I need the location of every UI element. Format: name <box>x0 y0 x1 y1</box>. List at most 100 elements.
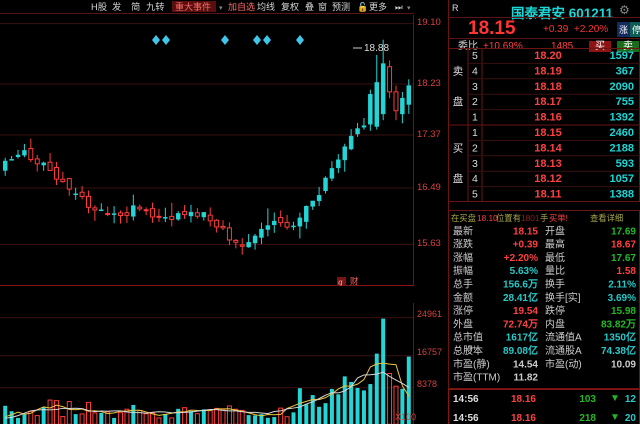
svg-text:流通股A: 流通股A <box>545 344 582 357</box>
svg-text:2: 2 <box>472 142 478 154</box>
svg-text:18.19: 18.19 <box>534 65 562 77</box>
svg-text:重大事件: 重大事件 <box>175 1 211 12</box>
svg-text:367: 367 <box>616 65 634 77</box>
svg-text:18.15: 18.15 <box>534 127 562 139</box>
svg-text:1388: 1388 <box>610 189 634 201</box>
svg-text:18.12: 18.12 <box>534 173 562 185</box>
svg-text:83.82万: 83.82万 <box>601 318 636 330</box>
svg-text:1350亿: 1350亿 <box>604 331 636 344</box>
svg-text:1: 1 <box>472 112 478 124</box>
svg-text:内盘: 内盘 <box>545 317 565 330</box>
svg-text:1597: 1597 <box>610 50 634 62</box>
svg-text:更多: 更多 <box>369 1 387 12</box>
svg-text:量比: 量比 <box>545 265 565 277</box>
svg-text:11.82: 11.82 <box>514 373 539 384</box>
svg-text:1617亿: 1617亿 <box>506 331 538 344</box>
svg-text:12: 12 <box>625 394 637 405</box>
svg-text:5.63%: 5.63% <box>510 266 538 277</box>
svg-text:1801: 1801 <box>521 213 540 223</box>
svg-text:市盈(静): 市盈(静) <box>453 357 490 370</box>
svg-text:市盈(TTM): 市盈(TTM) <box>453 371 500 384</box>
svg-text:均线: 均线 <box>257 1 275 12</box>
svg-text:▼: ▼ <box>610 393 620 404</box>
svg-text:18.20: 18.20 <box>534 50 562 62</box>
svg-text:1057: 1057 <box>610 173 634 185</box>
svg-text:+2.20%: +2.20% <box>504 253 538 264</box>
svg-text:涨停: 涨停 <box>453 304 473 317</box>
svg-text:89.08亿: 89.08亿 <box>503 344 538 357</box>
svg-text:位置有: 位置有 <box>496 213 521 223</box>
svg-text:2: 2 <box>472 96 478 108</box>
svg-text:手: 手 <box>540 213 548 223</box>
svg-text:17.69: 17.69 <box>611 226 636 237</box>
svg-text:查看详细: 查看详细 <box>590 213 623 223</box>
svg-text:H股: H股 <box>91 2 107 12</box>
svg-text:最新: 最新 <box>453 224 473 237</box>
svg-text:19.54: 19.54 <box>513 306 538 317</box>
svg-text:财: 财 <box>350 276 359 286</box>
svg-text:18.18: 18.18 <box>534 81 562 93</box>
svg-text:74.38亿: 74.38亿 <box>601 344 636 357</box>
svg-text:20: 20 <box>625 413 637 424</box>
svg-text:复权: 复权 <box>281 1 299 12</box>
svg-text:外盘: 外盘 <box>453 317 473 330</box>
svg-text:1.58: 1.58 <box>617 266 637 277</box>
svg-text:开盘: 开盘 <box>545 224 565 237</box>
svg-text:最高: 最高 <box>545 238 565 251</box>
svg-text:18.11: 18.11 <box>535 189 562 201</box>
svg-text:156.6万: 156.6万 <box>503 279 538 291</box>
svg-text:14:56: 14:56 <box>453 413 479 424</box>
svg-text:18.13: 18.13 <box>534 158 562 170</box>
svg-text:盘: 盘 <box>453 172 464 185</box>
svg-text:金额: 金额 <box>453 291 473 304</box>
svg-text:流通值A: 流通值A <box>545 331 582 344</box>
svg-text:⏭: ⏭ <box>395 2 403 12</box>
svg-text:换手[实]: 换手[实] <box>545 291 581 304</box>
svg-text:1392: 1392 <box>610 112 634 124</box>
svg-text:▾: ▾ <box>407 5 411 12</box>
svg-text:3: 3 <box>472 81 478 93</box>
svg-text:14.54: 14.54 <box>513 359 538 370</box>
svg-text:加自选: 加自选 <box>228 1 255 12</box>
svg-text:72.74万: 72.74万 <box>503 318 538 330</box>
svg-text:发: 发 <box>112 1 121 12</box>
svg-text:18.88: 18.88 <box>364 43 389 54</box>
svg-text:+0.39: +0.39 <box>513 240 539 251</box>
svg-text:2188: 2188 <box>610 142 634 154</box>
svg-text:18.14: 18.14 <box>534 142 562 154</box>
svg-text:18.16: 18.16 <box>534 112 562 124</box>
svg-text:3: 3 <box>472 158 478 170</box>
svg-text:5: 5 <box>472 189 478 201</box>
svg-text:28.41亿: 28.41亿 <box>503 291 538 304</box>
svg-text:简: 简 <box>131 1 140 12</box>
svg-text:🔓: 🔓 <box>357 1 368 12</box>
svg-text:市盈(动): 市盈(动) <box>545 357 582 370</box>
svg-text:卖: 卖 <box>453 65 464 77</box>
svg-text:5: 5 <box>472 50 478 62</box>
svg-text:103: 103 <box>579 394 596 405</box>
svg-text:593: 593 <box>616 158 634 170</box>
svg-text:755: 755 <box>616 96 634 108</box>
svg-text:在买盘: 在买盘 <box>451 213 476 223</box>
svg-text:AH: AH <box>467 346 475 352</box>
svg-text:叠: 叠 <box>305 2 314 12</box>
svg-text:1: 1 <box>472 127 478 139</box>
svg-text:▼: ▼ <box>610 412 620 423</box>
svg-text:总手: 总手 <box>453 278 473 291</box>
svg-text:18.67: 18.67 <box>611 240 636 251</box>
svg-text:窗: 窗 <box>318 1 327 12</box>
svg-text:换手: 换手 <box>545 278 565 291</box>
svg-text:3.69%: 3.69% <box>608 293 636 304</box>
svg-text:总市值: 总市值 <box>453 331 483 344</box>
svg-text:▾: ▾ <box>219 5 223 12</box>
svg-text:2090: 2090 <box>610 81 634 93</box>
svg-text:18.15: 18.15 <box>513 226 538 237</box>
svg-text:18.16: 18.16 <box>511 413 536 424</box>
svg-text:最低: 最低 <box>545 251 565 264</box>
svg-text:218: 218 <box>579 413 596 424</box>
svg-text:涨跌: 涨跌 <box>453 238 473 251</box>
svg-text:盘: 盘 <box>453 95 464 108</box>
svg-text:18.16: 18.16 <box>511 394 536 405</box>
svg-text:九转: 九转 <box>146 1 165 12</box>
svg-text:18.17: 18.17 <box>534 96 562 108</box>
